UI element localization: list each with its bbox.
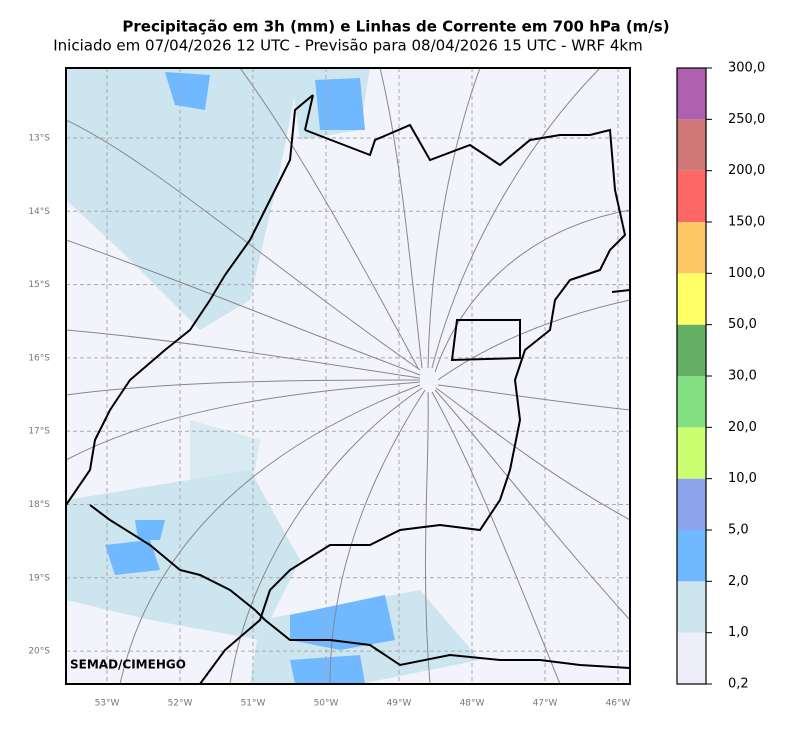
lon-label: 48°W — [460, 699, 485, 709]
colorbar-segment — [677, 376, 706, 428]
subtitle: Iniciado em 07/04/2026 12 UTC - Previsão… — [53, 37, 642, 55]
lat-label: 20°S — [28, 647, 50, 657]
heavy-precip — [105, 72, 395, 684]
colorbar-label: 20,0 — [728, 420, 757, 435]
colorbar-label: 250,0 — [728, 112, 765, 127]
lat-label: 15°S — [28, 280, 50, 290]
lat-label: 13°S — [28, 134, 50, 144]
lon-label: 49°W — [387, 699, 412, 709]
colorbar-segment — [677, 68, 706, 120]
colorbar-segment — [677, 119, 706, 171]
axes-labels: 13°S 14°S 15°S 16°S 17°S 18°S 19°S 20°S 53°W 52°W… — [28, 134, 630, 709]
colorbar-label: 200,0 — [728, 163, 765, 178]
colorbar-label: 300,0 — [728, 61, 765, 76]
colorbar-label: 2,0 — [728, 574, 749, 589]
colorbar-label: 30,0 — [728, 369, 757, 384]
colorbar-label: 100,0 — [728, 266, 765, 281]
lat-label: 19°S — [28, 573, 50, 583]
colorbar-segment — [677, 632, 706, 684]
colorbar-label: 50,0 — [728, 317, 757, 332]
lat-label: 14°S — [28, 207, 50, 217]
lon-label: 46°W — [606, 699, 631, 709]
map-area — [66, 68, 630, 684]
colorbar-label: 10,0 — [728, 471, 757, 486]
lat-label: 18°S — [28, 500, 50, 510]
map-frame — [65, 67, 631, 685]
colorbar-segment — [677, 170, 706, 222]
colorbar-segment — [677, 222, 706, 274]
grid — [66, 68, 630, 684]
state-borders — [66, 94, 630, 684]
lon-label: 52°W — [168, 699, 193, 709]
colorbar-label: 0,2 — [728, 677, 749, 692]
lat-label: 16°S — [28, 353, 50, 363]
colorbar-segment — [677, 478, 706, 530]
title: Precipitação em 3h (mm) e Linhas de Corr… — [122, 18, 669, 36]
lat-label: 17°S — [28, 427, 50, 437]
lon-label: 47°W — [533, 699, 558, 709]
lon-label: 50°W — [314, 699, 339, 709]
lon-label: 53°W — [95, 699, 120, 709]
colorbar-segment — [677, 427, 706, 479]
colorbar-label: 1,0 — [728, 625, 749, 640]
colorbar-segment — [677, 530, 706, 582]
credit: SEMAD/CIMEHGO — [70, 658, 186, 672]
colorbar-segment — [677, 581, 706, 633]
colorbar-frame — [676, 67, 707, 685]
colorbar-label: 5,0 — [728, 523, 749, 538]
colorbar: 0,2 1,0 2,0 5,0 10,0 20,0 30,0 50,0 100,0 150,0 20… — [677, 61, 765, 692]
colorbar-segment — [677, 324, 706, 376]
streamlines — [66, 68, 630, 684]
colorbar-label: 150,0 — [728, 215, 765, 230]
colorbar-segment — [677, 273, 706, 325]
lon-label: 51°W — [241, 699, 266, 709]
